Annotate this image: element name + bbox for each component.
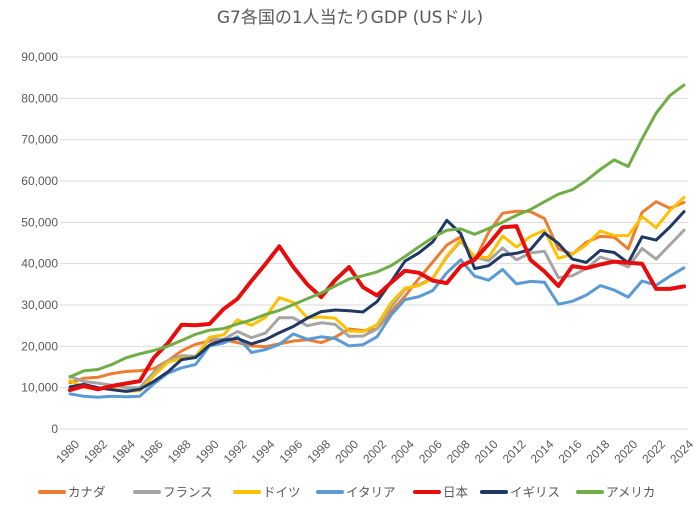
x-axis: 1980 1982 1984 1986 1988 1990 1992 1994 1996 1998…: [53, 437, 696, 466]
x-tick-label: 1998: [304, 437, 333, 466]
legend: カナダ フランス ドイツ イタリア 日本 イギリス アメリカ: [38, 485, 655, 500]
chart-title: G7各国の1人当たりGDP (USドル): [217, 8, 483, 28]
y-tick-label: 70,000: [21, 133, 58, 147]
y-axis: 0 10,000 20,000 30,000 40,000 50,000 60,000 70,…: [21, 50, 58, 436]
x-tick-label: 2002: [360, 437, 389, 466]
y-tick-label: 60,000: [21, 174, 58, 188]
legend-label: フランス: [163, 485, 213, 500]
x-tick-label: 1984: [109, 437, 138, 466]
series-line-フランス: [68, 228, 686, 390]
y-tick-label: 90,000: [21, 50, 58, 64]
x-tick-label: 1990: [193, 437, 222, 466]
x-tick-label: 1980: [53, 437, 82, 466]
x-tick-label: 1992: [221, 437, 250, 466]
y-tick-label: 0: [51, 422, 58, 436]
legend-label: イタリア: [346, 485, 396, 500]
series-line-イギリス: [68, 210, 686, 393]
x-tick-label: 1982: [81, 437, 110, 466]
x-tick-label: 1986: [137, 437, 166, 466]
series-line-イタリア: [68, 258, 686, 399]
y-tick-label: 50,000: [21, 215, 58, 229]
x-tick-label: 1988: [165, 437, 194, 466]
x-tick-label: 2020: [611, 437, 640, 466]
x-tick-label: 1996: [277, 437, 306, 466]
x-tick-label: 2014: [528, 437, 557, 466]
legend-label: 日本: [443, 485, 469, 500]
legend-label: カナダ: [68, 485, 106, 500]
legend-label: アメリカ: [606, 485, 655, 500]
x-tick-label: 2016: [556, 437, 585, 466]
x-tick-label: 2000: [332, 437, 361, 466]
series-line-ドイツ: [68, 196, 686, 393]
series-line-アメリカ: [68, 83, 686, 379]
x-tick-label: 2008: [444, 437, 473, 466]
x-tick-label: 1994: [249, 437, 278, 466]
series-line-日本: [68, 224, 686, 393]
x-tick-label: 2006: [416, 437, 445, 466]
y-tick-label: 40,000: [21, 257, 58, 271]
y-tick-label: 20,000: [21, 339, 58, 353]
x-tick-label: 2022: [639, 437, 668, 466]
x-tick-label: 2012: [500, 437, 529, 466]
x-tick-label: 2018: [584, 437, 613, 466]
x-tick-label: 2024: [667, 437, 696, 466]
x-tick-label: 2010: [472, 437, 501, 466]
series-layer: [68, 83, 686, 399]
y-tick-label: 80,000: [21, 91, 58, 105]
legend-label: イギリス: [510, 485, 560, 500]
y-tick-label: 30,000: [21, 298, 58, 312]
y-tick-label: 10,000: [21, 381, 58, 395]
legend-label: ドイツ: [263, 485, 301, 500]
x-tick-label: 2004: [388, 437, 417, 466]
